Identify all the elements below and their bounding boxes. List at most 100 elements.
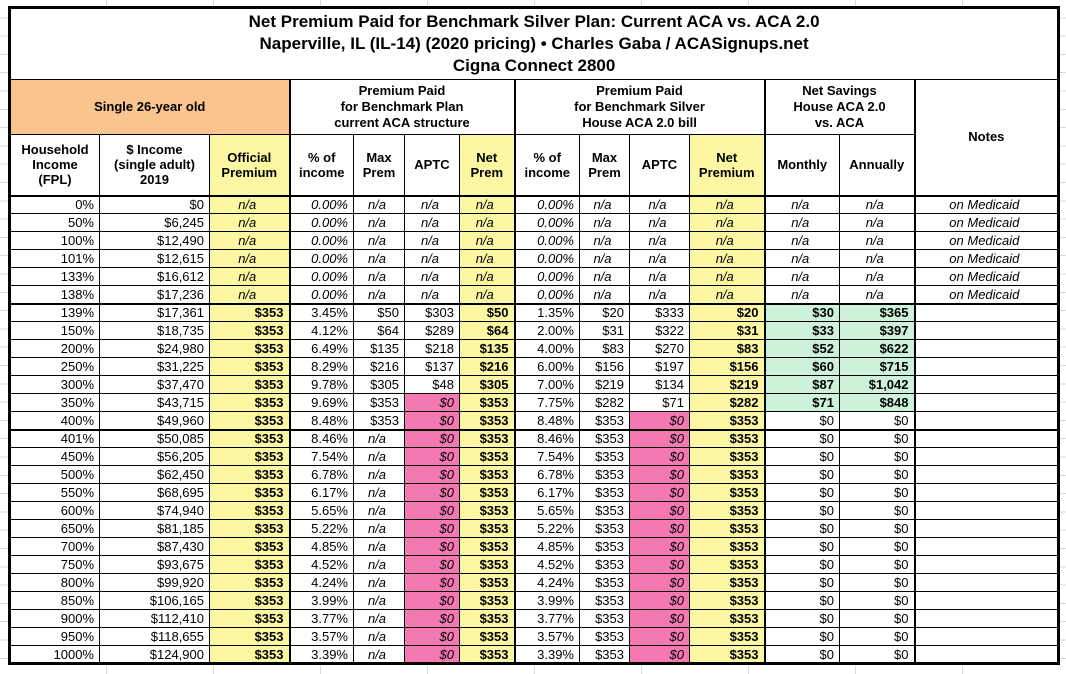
cell-aca2-net-prem: n/a	[689, 213, 765, 232]
cell-income: $49,960	[99, 411, 210, 431]
cell-income: $74,940	[99, 501, 210, 520]
cell-official-premium: $353	[209, 339, 290, 358]
cell-aca2-aptc: $0	[629, 447, 690, 466]
cell-fpl: 300%	[9, 375, 100, 394]
cell-aca-aptc: $0	[404, 519, 460, 538]
cell-aca2-aptc: $0	[629, 501, 690, 520]
cell-aca-net-prem: n/a	[459, 249, 515, 268]
cell-aca-net-prem: $353	[459, 573, 515, 592]
cell-aca-max-prem: $353	[353, 411, 405, 431]
cell-aca2-pct-income: 7.00%	[513, 375, 580, 394]
cell-aca-pct-income: 3.57%	[288, 627, 354, 646]
cell-aca-pct-income: 8.48%	[288, 411, 354, 431]
cell-savings-annually: $365	[839, 303, 915, 322]
cell-savings-monthly: $0	[763, 429, 840, 448]
cell-note	[913, 339, 1060, 358]
cell-savings-annually: n/a	[839, 194, 915, 214]
cell-savings-monthly: n/a	[763, 194, 840, 214]
cell-savings-monthly: $0	[763, 519, 840, 538]
table-row: 100% $12,490 n/a 0.00% n/a n/a n/a 0.00% n/a n/a n…	[9, 231, 1060, 250]
cell-aca2-net-prem: $353	[689, 627, 765, 646]
cell-aca2-pct-income: 7.54%	[513, 447, 580, 466]
cell-aca2-pct-income: 6.78%	[513, 465, 580, 484]
cell-aca-pct-income: 3.99%	[288, 591, 354, 610]
cell-aca2-pct-income: 4.24%	[513, 573, 580, 592]
cell-aca-net-prem: $353	[459, 393, 515, 412]
cell-savings-monthly: $0	[763, 483, 840, 502]
cell-aca2-net-prem: $282	[689, 393, 765, 412]
cell-income: $31,225	[99, 357, 210, 376]
cell-savings-annually: $0	[839, 411, 915, 431]
cell-aca2-max-prem: $20	[579, 303, 630, 322]
cell-savings-annually: $0	[839, 573, 915, 592]
cell-aca-pct-income: 0.00%	[288, 231, 354, 250]
table-row: 900% $112,410 $353 3.77% n/a $0 $353 3.77% $353 $…	[9, 609, 1060, 628]
cell-aca-max-prem: $353	[353, 393, 405, 412]
cell-note	[913, 375, 1060, 394]
cell-official-premium: n/a	[209, 285, 290, 305]
table-row: 800% $99,920 $353 4.24% n/a $0 $353 4.24% $353 $0…	[9, 573, 1060, 592]
cell-savings-annually: n/a	[839, 249, 915, 268]
cell-fpl: 650%	[9, 519, 100, 538]
table-row: 133% $16,612 n/a 0.00% n/a n/a n/a 0.00% n/a n/a n…	[9, 267, 1060, 286]
cell-aca2-aptc: n/a	[629, 213, 690, 232]
cell-aca-aptc: $0	[404, 501, 460, 520]
cell-savings-monthly: $71	[763, 393, 840, 412]
cell-note	[913, 519, 1060, 538]
cell-aca-aptc: n/a	[404, 285, 460, 305]
cell-aca-net-prem: $353	[459, 465, 515, 484]
cell-aca-net-prem: $353	[459, 429, 515, 448]
cell-fpl: 138%	[9, 285, 100, 305]
table-row: 850% $106,165 $353 3.99% n/a $0 $353 3.99% $353 $…	[9, 591, 1060, 610]
col-header-aca-max-prem: Max Prem	[353, 134, 405, 196]
cell-aca-max-prem: n/a	[353, 285, 405, 305]
cell-savings-annually: $397	[839, 321, 915, 340]
cell-savings-monthly: $0	[763, 609, 840, 628]
cell-aca2-max-prem: $353	[579, 429, 630, 448]
cell-aca2-max-prem: $353	[579, 447, 630, 466]
col-header-aca2-net-premium: Net Premium	[689, 134, 765, 196]
cell-aca-max-prem: n/a	[353, 555, 405, 574]
cell-income: $106,165	[99, 591, 210, 610]
cell-aca-pct-income: 6.49%	[288, 339, 354, 358]
cell-aca-net-prem: $353	[459, 447, 515, 466]
cell-aca2-net-prem: n/a	[689, 249, 765, 268]
cell-fpl: 250%	[9, 357, 100, 376]
cell-aca2-aptc: n/a	[629, 267, 690, 286]
cell-note	[913, 591, 1060, 610]
cell-aca2-max-prem: $353	[579, 411, 630, 431]
cell-note	[913, 429, 1060, 448]
cell-income: $81,185	[99, 519, 210, 538]
cell-income: $0	[99, 194, 210, 214]
cell-savings-monthly: $0	[763, 501, 840, 520]
cell-aca2-max-prem: $83	[579, 339, 630, 358]
table-row: 401% $50,085 $353 8.46% n/a $0 $353 8.46% $353 $0…	[9, 429, 1060, 448]
cell-income: $6,245	[99, 213, 210, 232]
cell-official-premium: $353	[209, 465, 290, 484]
cell-aca2-pct-income: 0.00%	[513, 267, 580, 286]
cell-aca-aptc: $0	[404, 645, 460, 664]
cell-aca-pct-income: 0.00%	[288, 267, 354, 286]
cell-savings-annually: $0	[839, 447, 915, 466]
cell-aca2-max-prem: n/a	[579, 194, 630, 214]
cell-aca2-net-prem: $353	[689, 591, 765, 610]
cell-aca2-max-prem: $353	[579, 537, 630, 556]
cell-aca-pct-income: 4.12%	[288, 321, 354, 340]
cell-aca2-net-prem: $353	[689, 555, 765, 574]
cell-savings-monthly: $0	[763, 411, 840, 431]
cell-savings-annually: $0	[839, 537, 915, 556]
cell-aca2-aptc: $0	[629, 609, 690, 628]
group-header-aca-2-0: Premium Paid for Benchmark Silver House …	[513, 79, 765, 135]
cell-note	[913, 627, 1060, 646]
cell-savings-annually: $0	[839, 591, 915, 610]
cell-aca2-net-prem: $353	[689, 447, 765, 466]
table-row: 650% $81,185 $353 5.22% n/a $0 $353 5.22% $353 $0…	[9, 519, 1060, 538]
cell-aca-max-prem: n/a	[353, 267, 405, 286]
cell-aca2-aptc: $333	[629, 303, 690, 322]
title-line-1: Net Premium Paid for Benchmark Silver Pl…	[248, 12, 820, 31]
cell-aca-net-prem: $50	[459, 303, 515, 322]
cell-aca2-pct-income: 7.75%	[513, 393, 580, 412]
cell-aca-pct-income: 0.00%	[288, 194, 354, 214]
cell-aca-max-prem: n/a	[353, 501, 405, 520]
table-row: 200% $24,980 $353 6.49% $135 $218 $135 4.00% $83…	[9, 339, 1060, 358]
